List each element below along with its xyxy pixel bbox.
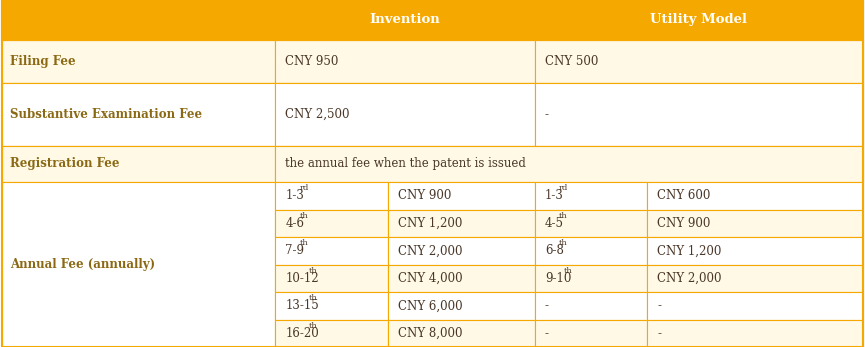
Bar: [2, 146, 863, 182]
Bar: [647, 292, 863, 320]
Text: CNY 900: CNY 900: [398, 189, 452, 202]
Text: CNY 600: CNY 600: [657, 189, 711, 202]
Bar: [275, 320, 388, 347]
Bar: [388, 210, 535, 237]
Text: CNY 2,000: CNY 2,000: [398, 244, 463, 257]
Bar: [535, 237, 647, 264]
Text: Registration Fee: Registration Fee: [10, 158, 120, 170]
Text: th: th: [309, 267, 317, 275]
Bar: [388, 320, 535, 347]
Text: 1-3: 1-3: [285, 189, 304, 202]
Bar: [2, 83, 275, 146]
Text: CNY 950: CNY 950: [285, 55, 339, 68]
Text: CNY 900: CNY 900: [657, 217, 711, 230]
Text: Invention: Invention: [369, 14, 440, 26]
Bar: [647, 264, 863, 292]
Text: 16-20: 16-20: [285, 327, 319, 340]
Bar: [2, 0, 863, 40]
Text: the annual fee when the patent is issued: the annual fee when the patent is issued: [285, 158, 526, 170]
Bar: [275, 237, 388, 264]
Bar: [275, 40, 535, 83]
Text: Annual Fee (annually): Annual Fee (annually): [10, 258, 156, 271]
Bar: [647, 210, 863, 237]
Text: CNY 1,200: CNY 1,200: [398, 217, 462, 230]
Text: th: th: [309, 294, 317, 302]
Text: 6-8: 6-8: [545, 244, 564, 257]
Bar: [647, 320, 863, 347]
Text: -: -: [657, 327, 662, 340]
Text: 7-9: 7-9: [285, 244, 304, 257]
Text: -: -: [545, 299, 549, 312]
Bar: [535, 0, 863, 40]
Bar: [388, 264, 535, 292]
Bar: [2, 0, 275, 40]
Bar: [535, 182, 647, 210]
Bar: [535, 210, 647, 237]
Bar: [275, 264, 388, 292]
Text: th: th: [309, 322, 317, 330]
Text: 4-6: 4-6: [285, 217, 304, 230]
Bar: [647, 237, 863, 264]
Text: -: -: [545, 108, 549, 121]
Text: CNY 1,200: CNY 1,200: [657, 244, 721, 257]
Text: th: th: [564, 267, 573, 275]
Text: -: -: [657, 299, 662, 312]
Bar: [388, 292, 535, 320]
Bar: [535, 320, 647, 347]
Text: CNY 500: CNY 500: [545, 55, 599, 68]
Text: CNY 2,500: CNY 2,500: [285, 108, 350, 121]
Text: CNY 4,000: CNY 4,000: [398, 272, 463, 285]
Bar: [2, 83, 863, 146]
Text: Substantive Examination Fee: Substantive Examination Fee: [10, 108, 202, 121]
Bar: [275, 292, 388, 320]
Bar: [2, 40, 275, 83]
Bar: [275, 146, 863, 182]
Bar: [535, 264, 647, 292]
Text: Utility Model: Utility Model: [650, 14, 747, 26]
Text: -: -: [545, 327, 549, 340]
Bar: [2, 40, 863, 83]
Bar: [275, 0, 535, 40]
Bar: [275, 182, 388, 210]
Bar: [535, 83, 863, 146]
Text: 9-10: 9-10: [545, 272, 571, 285]
Text: rd: rd: [299, 184, 309, 192]
Text: th: th: [559, 239, 567, 247]
Text: 13-15: 13-15: [285, 299, 319, 312]
Bar: [275, 210, 388, 237]
Bar: [2, 146, 275, 182]
Text: th: th: [559, 212, 567, 220]
Text: 1-3: 1-3: [545, 189, 564, 202]
Bar: [535, 40, 863, 83]
Text: 4-5: 4-5: [545, 217, 564, 230]
Text: CNY 6,000: CNY 6,000: [398, 299, 463, 312]
Text: CNY 8,000: CNY 8,000: [398, 327, 463, 340]
Text: CNY 2,000: CNY 2,000: [657, 272, 722, 285]
Bar: [388, 182, 535, 210]
Text: th: th: [299, 239, 308, 247]
Bar: [535, 292, 647, 320]
Bar: [388, 237, 535, 264]
Text: th: th: [299, 212, 308, 220]
Bar: [647, 182, 863, 210]
Text: 10-12: 10-12: [285, 272, 319, 285]
Text: rd: rd: [559, 184, 568, 192]
Bar: [2, 182, 275, 347]
Text: Filing Fee: Filing Fee: [10, 55, 76, 68]
Bar: [275, 83, 535, 146]
